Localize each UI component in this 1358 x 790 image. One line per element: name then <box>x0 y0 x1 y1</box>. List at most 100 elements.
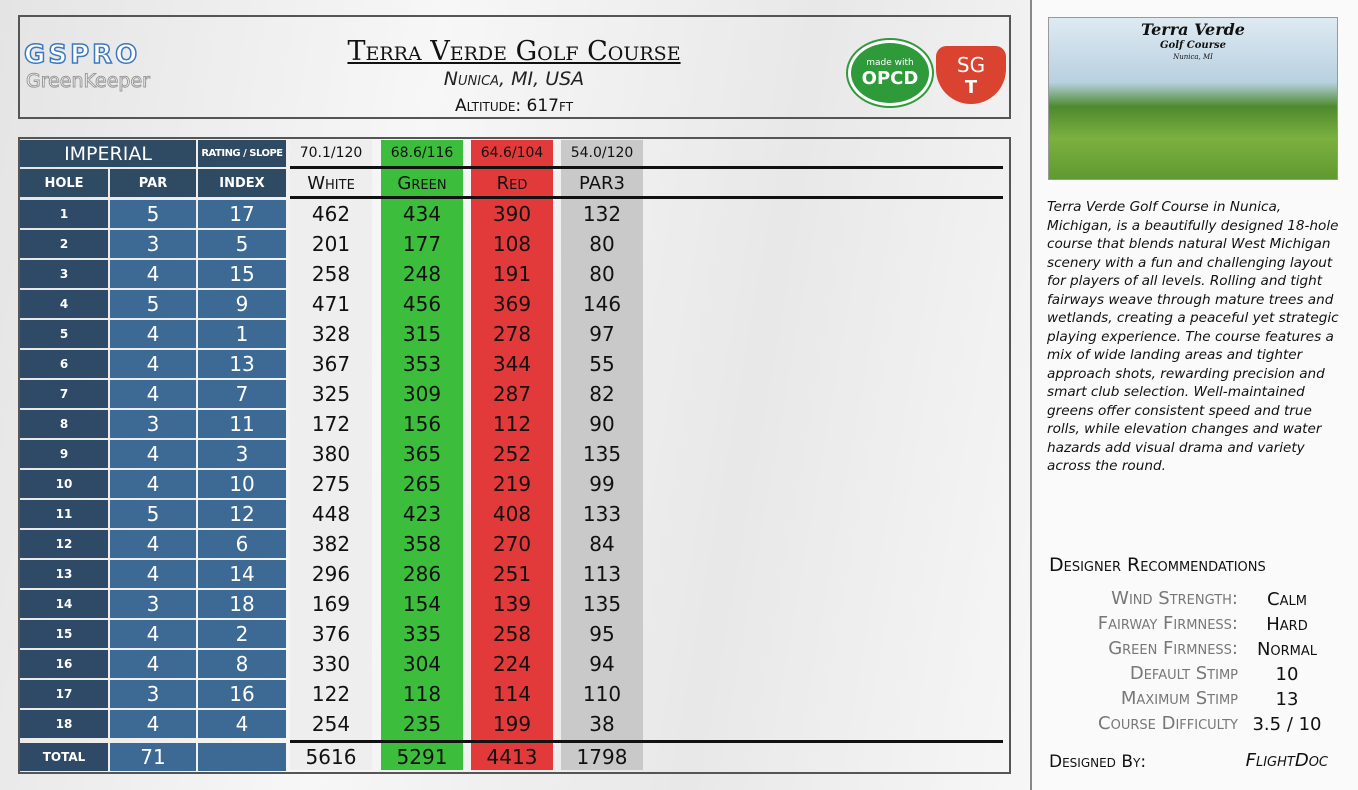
cell: 365 <box>402 442 442 466</box>
cell: 5 <box>110 290 196 318</box>
cell: 248 <box>402 262 442 286</box>
column-bg <box>290 168 372 770</box>
column-bg <box>471 168 553 770</box>
rating-label: RATING / SLOPE <box>198 140 286 167</box>
cell: 344 <box>492 352 532 376</box>
cell: 4 <box>20 290 108 318</box>
cell: 462 <box>311 202 351 226</box>
cell: 9 <box>198 290 286 318</box>
rule <box>290 196 1003 199</box>
cell: 11 <box>20 500 108 528</box>
cell: 380 <box>311 442 351 466</box>
table: IMPERIAL RATING / SLOPE 70.1/120 68.6/116 64… <box>20 140 1003 771</box>
designer-name: FlightDoc <box>1245 750 1328 771</box>
cell: 18 <box>198 590 286 618</box>
cell: 15 <box>20 620 108 648</box>
cell: 423 <box>402 502 442 526</box>
total-par: 71 <box>110 743 196 771</box>
altitude: Altitude: 617ft <box>454 96 574 116</box>
cell: 14 <box>20 590 108 618</box>
cell: 4 <box>110 650 196 678</box>
column-header: Green <box>397 172 447 194</box>
cell: 325 <box>311 382 351 406</box>
cell: 278 <box>492 322 532 346</box>
column-header: PAR3 <box>579 172 625 194</box>
cell: 286 <box>402 562 442 586</box>
column-header: INDEX <box>198 169 286 197</box>
cell: 471 <box>311 292 351 316</box>
cell: 4 <box>110 320 196 348</box>
column-header: White <box>307 172 355 194</box>
rating: 54.0/120 <box>561 140 643 166</box>
rec-label: Fairway Firmness: <box>1097 613 1238 634</box>
cell: 408 <box>492 502 532 526</box>
rec-value: 3.5 / 10 <box>1252 714 1322 735</box>
cell: 1 <box>20 200 108 228</box>
course-title: Terra Verde Golf Course <box>347 36 681 67</box>
cell: 97 <box>589 322 615 346</box>
cell: 5 <box>110 200 196 228</box>
cell: 6 <box>20 350 108 378</box>
cell: 133 <box>582 502 622 526</box>
cell: 18 <box>20 710 108 738</box>
total-yardage: 5291 <box>396 745 448 769</box>
cell: 13 <box>20 560 108 588</box>
rec-label: Maximum Stimp <box>1120 688 1238 709</box>
cell: 4 <box>110 620 196 648</box>
rule <box>290 166 1003 169</box>
cell: 335 <box>402 622 442 646</box>
cell: 90 <box>589 412 615 436</box>
cell: 108 <box>492 232 532 256</box>
column-bg <box>561 168 643 770</box>
cell: 80 <box>589 232 615 256</box>
logo-brand: GSPRO <box>23 39 141 71</box>
cell: 4 <box>110 350 196 378</box>
cell: 94 <box>589 652 615 676</box>
cell: 358 <box>402 532 442 556</box>
cell: 369 <box>492 292 532 316</box>
cell: 4 <box>110 380 196 408</box>
cell: 114 <box>492 682 532 706</box>
rating: 68.6/116 <box>381 140 463 166</box>
sgt-badge: SG T <box>936 46 1006 104</box>
column-header: HOLE <box>20 169 108 197</box>
cell: 382 <box>311 532 351 556</box>
cell: 7 <box>198 380 286 408</box>
cell: 95 <box>589 622 615 646</box>
header-box <box>18 15 1011 119</box>
cell: 16 <box>198 680 286 708</box>
course-location: Nunica, MI, USA <box>443 68 585 90</box>
cell: 258 <box>311 262 351 286</box>
rec-value: 10 <box>1275 664 1299 685</box>
cell: 8 <box>198 650 286 678</box>
cell: 199 <box>492 712 532 736</box>
cell: 5 <box>110 500 196 528</box>
cell: 275 <box>311 472 351 496</box>
cell: 3 <box>20 260 108 288</box>
cell: 156 <box>402 412 442 436</box>
cell: 8 <box>20 410 108 438</box>
cell: 110 <box>582 682 622 706</box>
cell: 201 <box>311 232 351 256</box>
opcd-badge: made with OPCD <box>848 40 932 106</box>
cell: 5 <box>20 320 108 348</box>
cell: 456 <box>402 292 442 316</box>
cell: 112 <box>492 412 532 436</box>
rec-label: Default Stimp <box>1129 663 1238 684</box>
image-title: Terra Verde <box>1141 20 1245 39</box>
cell: 10 <box>20 470 108 498</box>
cell: 3 <box>110 590 196 618</box>
cell: 14 <box>198 560 286 588</box>
cell: 12 <box>198 500 286 528</box>
table-title: IMPERIAL <box>20 140 196 167</box>
opcd-top: made with <box>866 57 914 68</box>
total-yardage: 5616 <box>305 745 357 769</box>
cell: 17 <box>20 680 108 708</box>
cell: 304 <box>402 652 442 676</box>
total-yardage: 1798 <box>576 745 628 769</box>
cell: 353 <box>402 352 442 376</box>
course-image: Terra Verde Golf Course Nunica, MI <box>1048 17 1338 180</box>
cell: 17 <box>198 200 286 228</box>
cell: 9 <box>20 440 108 468</box>
